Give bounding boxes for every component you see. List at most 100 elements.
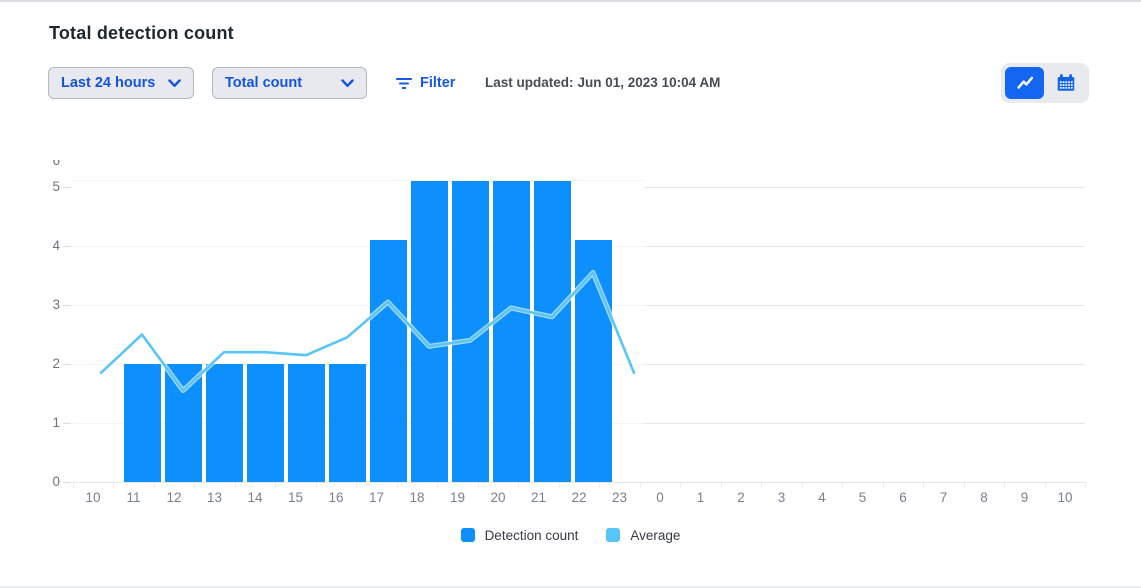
x-tick: [842, 482, 844, 488]
x-axis-label: 16: [328, 490, 344, 505]
gridline: [645, 187, 1085, 188]
x-tick: [153, 482, 155, 488]
detection-count-bar[interactable]: [534, 181, 571, 482]
chevron-down-icon: [168, 78, 181, 87]
x-tick: [396, 482, 398, 488]
x-tick: [1044, 482, 1046, 488]
top-divider: [0, 0, 1141, 2]
legend-label: Detection count: [484, 527, 579, 543]
x-axis-label: 7: [939, 490, 948, 505]
detection-count-bar[interactable]: [124, 364, 161, 482]
detection-count-bar[interactable]: [165, 364, 202, 482]
filter-label: Filter: [420, 75, 456, 91]
x-tick: [599, 482, 601, 488]
metric-value: Total count: [225, 75, 303, 91]
x-axis-label: 22: [571, 490, 587, 505]
average-line[interactable]: [99, 271, 636, 392]
average-line-layer: [98, 270, 637, 394]
y-tick: [63, 364, 71, 365]
x-axis-label: 19: [449, 490, 466, 505]
y-tick: [63, 246, 71, 247]
last-updated-label: Last updated:: [485, 75, 574, 90]
gridline: [73, 305, 645, 306]
detection-count-bar[interactable]: [493, 181, 530, 482]
x-axis-label: 15: [287, 490, 304, 505]
x-axis-label: 14: [247, 490, 263, 505]
calendar-view-button[interactable]: [1046, 67, 1085, 99]
legend-item-detection-count[interactable]: Detection count: [460, 527, 579, 543]
x-axis-label: 20: [490, 490, 506, 505]
x-axis-label: 17: [368, 490, 385, 505]
x-tick: [72, 482, 74, 488]
x-tick: [1004, 482, 1006, 488]
last-updated-text: Last updated: Jun 01, 2023 10:04 AM: [485, 75, 720, 90]
x-tick: [558, 482, 560, 488]
detection-count-bar[interactable]: [288, 364, 325, 482]
detection-count-bar[interactable]: [370, 240, 407, 482]
last-updated-value: Jun 01, 2023 10:04 AM: [577, 75, 721, 90]
x-axis-label: 6: [899, 490, 907, 505]
y-axis-label: 4: [52, 238, 60, 253]
x-axis-line: [73, 482, 1085, 483]
x-axis-label: 12: [166, 490, 182, 505]
page-title: Total detection count: [49, 23, 234, 43]
average-line-halo: [98, 270, 637, 394]
gridline: [73, 180, 645, 181]
line-chart-icon: [1016, 76, 1033, 89]
x-tick: [315, 482, 317, 488]
bottom-divider: [0, 586, 1141, 588]
gridline: [645, 423, 1085, 424]
x-tick: [275, 482, 277, 488]
x-tick: [923, 482, 925, 488]
x-axis-label: 10: [1057, 490, 1073, 505]
gridline: [645, 305, 1085, 306]
chart-plot-area: 0 1 2 3 4 5 6 10 11 12 13 14 15 16 17 18 19 20 21 22 23 0 1 2 3 4…: [0, 160, 1141, 510]
detection-count-bar[interactable]: [206, 364, 243, 482]
average-swatch: [606, 528, 621, 542]
y-tick: [63, 187, 71, 188]
x-tick: [356, 482, 358, 488]
y-axis-label-clipped: 6: [52, 160, 60, 168]
y-tick: [63, 423, 71, 424]
x-axis-label: 13: [206, 490, 223, 505]
x-axis-label: 10: [85, 490, 101, 505]
chart-view-button[interactable]: [1005, 67, 1044, 99]
y-axis-label: 3: [52, 297, 60, 312]
x-tick: [234, 482, 236, 488]
chevron-down-icon: [341, 78, 354, 87]
chart-legend: Detection count Average: [0, 520, 1141, 550]
y-axis-label: 0: [52, 474, 60, 489]
filter-lines-icon: [396, 77, 412, 89]
x-tick: [801, 482, 803, 488]
metric-dropdown[interactable]: Total count: [212, 67, 367, 99]
x-axis-label: 1: [696, 490, 705, 505]
view-toggle-group: [1001, 63, 1089, 103]
detection-count-swatch: [460, 528, 475, 542]
x-tick: [194, 482, 196, 488]
y-axis-label: 5: [52, 179, 60, 194]
detection-count-bar[interactable]: [575, 240, 612, 482]
legend-item-average[interactable]: Average: [606, 528, 680, 543]
x-axis-label: 5: [858, 490, 867, 505]
legend-label: Average: [630, 527, 681, 543]
x-axis-label: 8: [980, 490, 988, 505]
gridline: [645, 246, 1085, 247]
x-tick: [437, 482, 439, 488]
detection-count-bar[interactable]: [247, 364, 284, 482]
time-range-dropdown[interactable]: Last 24 hours: [48, 67, 194, 99]
x-axis-label: 9: [1020, 490, 1029, 505]
gridline: [73, 246, 645, 247]
x-axis-label: 2: [737, 490, 745, 505]
detection-count-bar[interactable]: [329, 364, 366, 482]
x-tick: [518, 482, 520, 488]
x-axis-label: 4: [818, 490, 826, 505]
time-range-value: Last 24 hours: [61, 75, 156, 91]
x-tick: [1085, 482, 1087, 488]
x-tick: [639, 482, 641, 488]
filter-button[interactable]: Filter: [396, 69, 455, 97]
x-axis-label: 3: [777, 490, 786, 505]
x-tick: [963, 482, 965, 488]
x-tick: [113, 482, 115, 488]
x-axis-label: 18: [409, 490, 425, 505]
calendar-icon: [1057, 74, 1074, 91]
